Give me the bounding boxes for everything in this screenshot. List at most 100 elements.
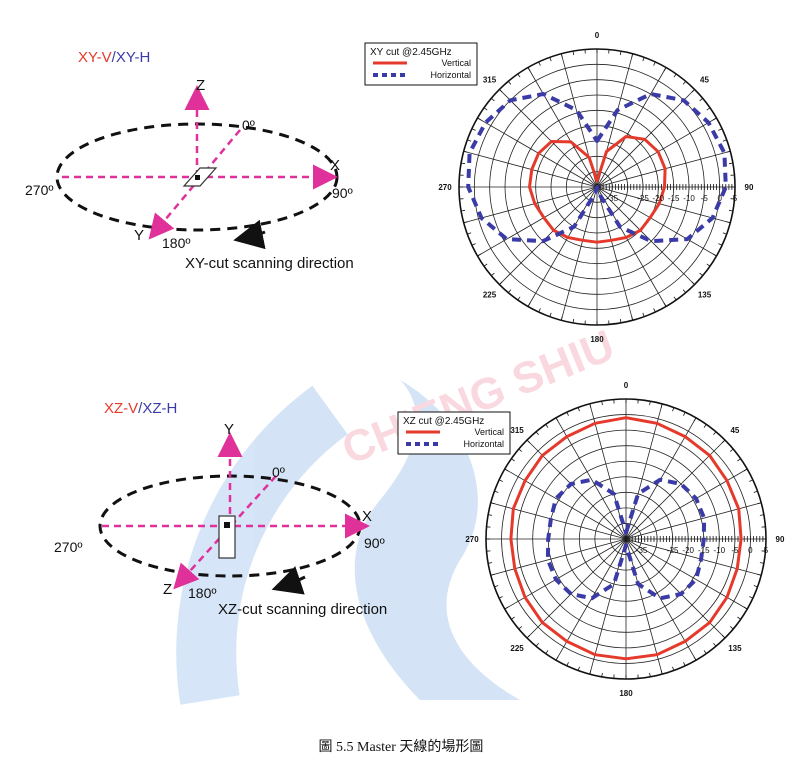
angle-label: 0 [624, 381, 629, 390]
polar-grid-spoke [625, 538, 726, 639]
radial-tick-label: -35 [636, 546, 648, 555]
radial-tick-label: -10 [683, 194, 695, 203]
polar-angle-tick [467, 139, 472, 142]
polar-angle-tick [683, 411, 686, 416]
polar-angle-tick [642, 312, 645, 317]
xy-axis-diag-label: Y [134, 227, 144, 244]
watermark-flame [354, 380, 520, 700]
polar-angle-tick [759, 514, 764, 516]
xz-axis-up-label: Y [224, 421, 234, 438]
polar-angle-tick [488, 514, 493, 516]
angle-label: 0 [595, 31, 600, 40]
xy-angle-90: 90º [332, 185, 353, 201]
polar-angle-tick [490, 502, 495, 505]
polar-angle-tick [504, 606, 509, 610]
radial-tick-label: -25 [667, 546, 679, 555]
polar-angle-tick [743, 606, 748, 610]
polar-grid-spoke [625, 439, 726, 540]
polar-angle-tick [483, 107, 488, 111]
series-horizontal [466, 92, 728, 244]
polar-angle-tick [682, 289, 687, 293]
xy-antenna-chip [195, 175, 200, 180]
xz-scan-label: XZ-cut scanning direction [218, 601, 387, 618]
radial-tick-label: 0 [748, 546, 753, 555]
polar-angle-tick [693, 656, 697, 661]
polar-angle-tick [494, 490, 499, 493]
polar-grid-spoke [596, 186, 717, 257]
polar-angle-tick [726, 150, 731, 153]
radial-tick-label: -25 [637, 194, 649, 203]
polar-angle-tick [749, 479, 754, 482]
polar-angle-tick [477, 253, 482, 257]
polar-grid-spoke [526, 439, 627, 540]
polar-angle-tick [577, 666, 580, 671]
polar-angle-tick [703, 650, 707, 654]
polar-angle-tick [683, 662, 686, 667]
xy-scan-arrow [233, 219, 266, 250]
radial-tick-label: -35 [607, 194, 619, 203]
polar-grid-spoke [477, 186, 598, 257]
polar-angle-tick [691, 281, 695, 285]
angle-label: 180 [619, 689, 633, 698]
polar-angle-tick [759, 562, 764, 564]
series-vertical [528, 135, 667, 244]
angle-label: 225 [510, 644, 524, 653]
polar-grid-spoke [596, 67, 667, 188]
xy-angle-0: 0º [242, 117, 255, 133]
polar-grid-spoke [625, 538, 697, 661]
angle-label: 225 [483, 291, 497, 300]
polar-grid-spoke [625, 538, 762, 576]
polar-angle-tick [498, 479, 503, 482]
polar-angle-tick [699, 97, 703, 102]
polar-angle-tick [631, 53, 634, 58]
xz-angle-90: 90º [364, 535, 385, 551]
radial-tick-label: -15 [698, 546, 710, 555]
polar-angle-tick [538, 308, 541, 313]
polar-angle-tick [672, 407, 675, 412]
polar-angle-tick [653, 308, 656, 313]
polar-angle-tick [467, 232, 472, 235]
polar-angle-tick [682, 81, 687, 85]
polar-grid-spoke [490, 538, 627, 576]
polar-angle-tick [555, 417, 559, 422]
legend-entry: Horizontal [463, 439, 504, 449]
xz-angle-0: 0º [272, 464, 285, 480]
radial-tick-label: -5 [731, 546, 739, 555]
polar-grid-spoke [625, 538, 663, 675]
polar-angle-tick [535, 431, 539, 436]
angle-label: 180 [590, 335, 604, 344]
polar-angle-tick [631, 316, 634, 321]
polar-angle-tick [663, 302, 667, 307]
polar-angle-tick [601, 672, 603, 677]
polar-angle-tick [619, 318, 622, 323]
polar-angle-tick [488, 562, 493, 564]
series-horizontal [545, 477, 707, 601]
polar-angle-tick [743, 468, 748, 472]
polar-angle-tick [555, 656, 559, 661]
polar-angle-tick [601, 401, 603, 406]
xy-axis-up-label: Z [196, 77, 205, 94]
angle-label: 270 [438, 183, 452, 192]
polar-angle-tick [517, 73, 521, 78]
radial-tick-label: 5 [764, 546, 769, 555]
polar-angle-tick [535, 642, 539, 647]
polar-angle-tick [722, 232, 727, 235]
polar-grid-spoke [555, 417, 627, 540]
polar-angle-tick [718, 128, 723, 131]
polar-angle-tick [498, 596, 503, 599]
polar-grid-spoke [596, 186, 695, 285]
angle-label: 315 [510, 426, 524, 435]
polar-angle-tick [691, 89, 695, 93]
chart-title: XZ cut @2.45GHz [403, 416, 484, 427]
xz-scan-arrow [271, 566, 306, 595]
polar-angle-tick [527, 302, 531, 307]
polar-angle-tick [572, 51, 575, 56]
radial-tick-label: -5 [701, 194, 709, 203]
polar-grid-spoke [596, 117, 717, 188]
polar-angle-tick [471, 128, 476, 131]
polar-angle-tick [753, 585, 758, 588]
polar-angle-tick [673, 73, 677, 78]
polar-grid-spoke [596, 186, 667, 307]
polar-angle-tick [463, 150, 468, 153]
